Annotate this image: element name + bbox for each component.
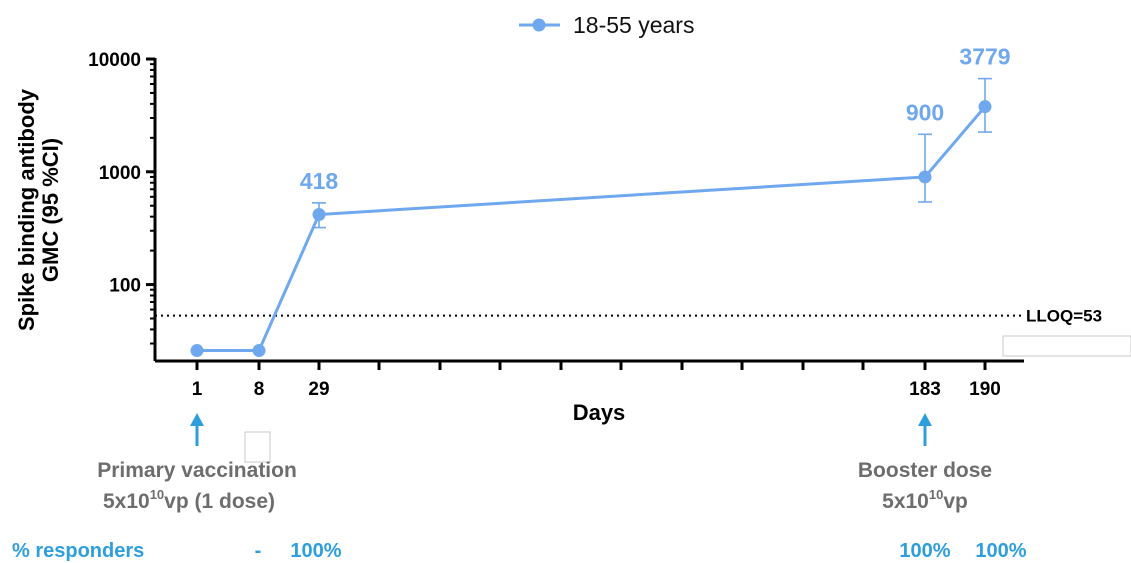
primary-arrow-icon [190,413,204,446]
empty-box [1002,335,1131,357]
booster-arrow-icon [918,413,932,446]
y-axis-title-line1: Spike binding antibody [14,88,39,331]
primary-vaccination-label: Primary vaccination [97,459,297,482]
data-point [190,344,204,358]
series-line [197,105,987,353]
data-label: 3779 [959,44,1010,70]
x-tick-label: 8 [254,379,265,400]
responders-value-day8: - [255,540,262,562]
primary-dose-label: 5x1010vp (1 dose) [103,487,275,513]
booster-vp-label: 5x1010vp [882,487,968,513]
data-point [978,100,992,114]
booster-dose-label: Booster dose [858,459,992,482]
y-axis-title-line2: GMC (95 %CI) [38,138,63,282]
lloq-label: LLOQ=53 [1026,307,1102,326]
y-tick-label: 10000 [88,50,141,71]
y-minor-ticks [150,63,155,345]
responders-label: % responders [12,540,144,562]
y-tick-label: 1000 [99,163,141,184]
responders-value-day190: 100% [975,540,1026,562]
x-tick-label: 183 [909,379,941,400]
data-point [252,344,266,358]
x-axis-title: Days [573,400,626,425]
x-tick-label: 29 [308,379,329,400]
legend: 18-55 years [519,12,694,38]
data-label: 900 [906,99,944,125]
x-tick-label: 1 [192,379,203,400]
small-empty-box [244,431,271,463]
data-label: 418 [300,168,339,194]
legend-label: 18-55 years [573,12,694,38]
legend-marker [532,18,546,32]
responders-value-day29: 100% [290,540,341,562]
data-point [918,170,932,184]
y-ticks: 100 1000 10000 [88,50,155,297]
responders-value-day183: 100% [899,540,950,562]
x-ticks: 1 8 29 183 190 [192,361,1001,400]
series-group: 418 900 3779 [190,44,1011,358]
data-point [312,208,326,222]
x-tick-label: 190 [969,379,1001,400]
y-tick-label: 100 [109,276,141,297]
